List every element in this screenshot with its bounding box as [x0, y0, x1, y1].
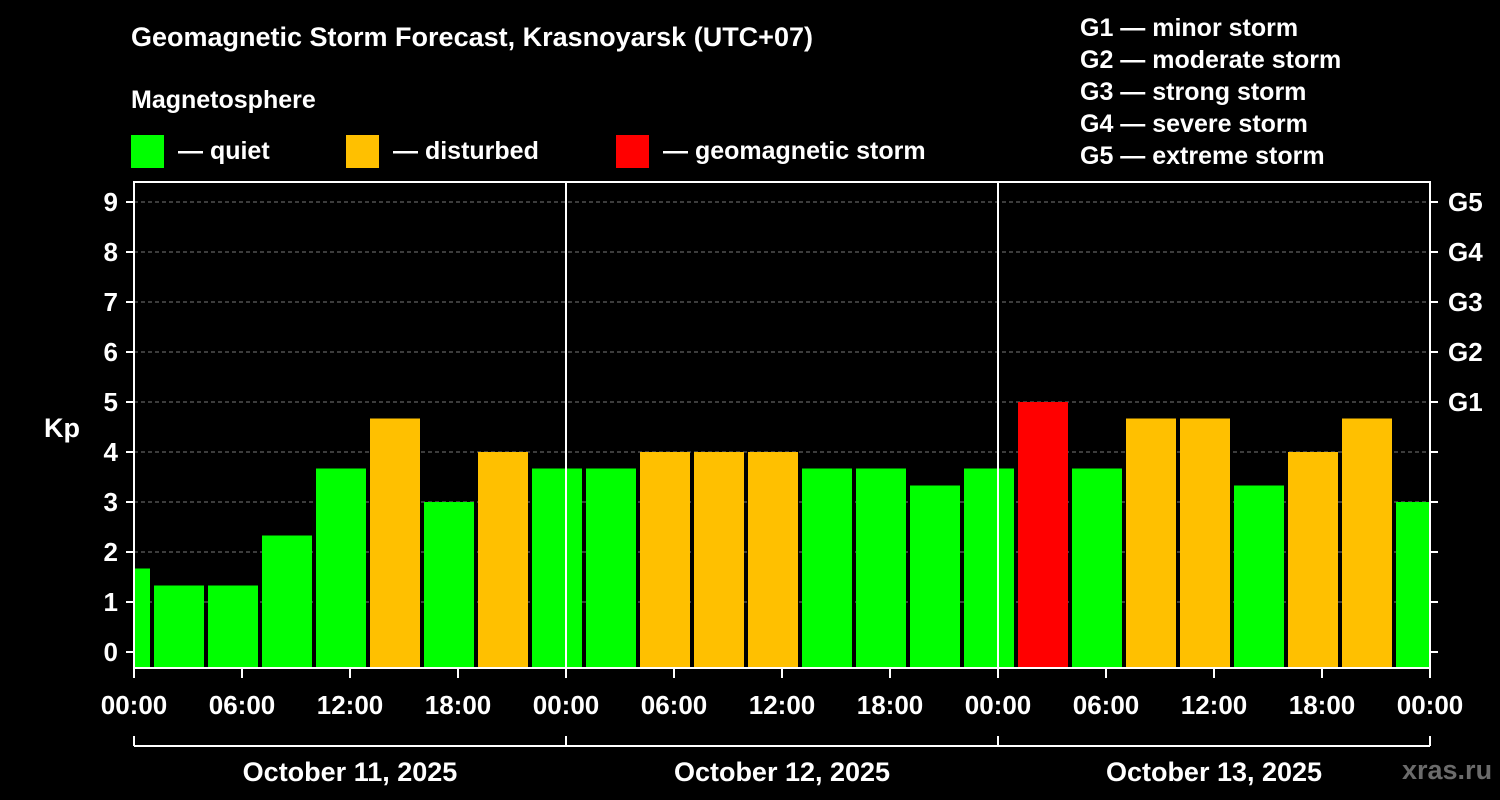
day-label: October 11, 2025 — [243, 757, 458, 787]
storm-scale-g3: G3 — strong storm — [1080, 78, 1307, 106]
kp-bar — [694, 452, 744, 668]
kp-bar — [1396, 502, 1429, 668]
y-tick-label: 2 — [104, 537, 118, 567]
legend-swatch-storm — [616, 134, 649, 168]
kp-bar — [1342, 418, 1392, 668]
kp-bar — [1180, 418, 1230, 668]
bars-layer — [135, 402, 1429, 668]
storm-scale-g2: G2 — moderate storm — [1080, 46, 1342, 74]
y-tick-label: 8 — [104, 237, 118, 267]
x-tick-label: 00:00 — [533, 690, 600, 720]
kp-bar — [1234, 485, 1284, 668]
x-tick-label: 12:00 — [317, 690, 384, 720]
day-label: October 13, 2025 — [1106, 757, 1322, 787]
x-tick-label: 06:00 — [209, 690, 276, 720]
kp-bar — [1288, 452, 1338, 668]
kp-bar — [424, 502, 474, 668]
chart-title: Geomagnetic Storm Forecast, Krasnoyarsk … — [131, 22, 813, 52]
g-scale-label: G4 — [1448, 237, 1483, 267]
day-label: October 12, 2025 — [674, 757, 890, 787]
kp-bar — [640, 452, 690, 668]
storm-scale-g1: G1 — minor storm — [1080, 14, 1299, 42]
kp-bar — [370, 418, 420, 668]
y-tick-label: 5 — [104, 387, 118, 417]
storm-scale-legend: G1 — minor storm G2 — moderate storm G3 … — [1080, 12, 1341, 172]
x-tick-label: 12:00 — [1181, 690, 1248, 720]
y-tick-label: 4 — [104, 437, 119, 467]
legend-label-storm: — geomagnetic storm — [663, 136, 926, 165]
storm-scale-g5: G5 — extreme storm — [1080, 142, 1325, 170]
kp-bar — [1072, 468, 1122, 668]
storm-scale-g4: G4 — severe storm — [1080, 110, 1308, 138]
y-tick-label: 6 — [104, 337, 118, 367]
x-tick-label: 00:00 — [101, 690, 168, 720]
g-scale-label: G3 — [1448, 287, 1483, 317]
y-tick-label: 0 — [104, 637, 118, 667]
kp-bar — [1126, 418, 1176, 668]
kp-bar — [478, 452, 528, 668]
kp-bar — [964, 468, 1014, 668]
legend-swatch-quiet — [131, 134, 164, 168]
g-scale-label: G5 — [1448, 187, 1483, 217]
kp-bar — [586, 468, 636, 668]
x-tick-label: 00:00 — [965, 690, 1032, 720]
kp-bar — [910, 485, 960, 668]
legend-item-storm: — geomagnetic storm — [616, 134, 926, 168]
x-tick-label: 18:00 — [857, 690, 924, 720]
labels-layer: 0 1 2 3 4 5 6 7 8 9 G1 G2 G3 G4 G5 00:00 06:00 12:00 18:00… — [101, 187, 1483, 787]
y-axis-label: Kp — [44, 413, 80, 443]
kp-bar — [1018, 402, 1068, 668]
x-tick-label: 12:00 — [749, 690, 816, 720]
watermark: xras.ru — [1402, 755, 1493, 785]
x-tick-label: 18:00 — [1289, 690, 1356, 720]
g-scale-label: G2 — [1448, 337, 1483, 367]
kp-bar — [135, 568, 150, 668]
y-tick-label: 9 — [104, 187, 118, 217]
legend-subtitle: Magnetosphere — [131, 86, 316, 114]
kp-bar — [802, 468, 852, 668]
kp-bar — [154, 585, 204, 668]
legend-label-disturbed: — disturbed — [393, 136, 539, 165]
x-tick-label: 18:00 — [425, 690, 492, 720]
kp-bar — [208, 585, 258, 668]
x-tick-label: 00:00 — [1397, 690, 1464, 720]
kp-bar — [856, 468, 906, 668]
x-tick-label: 06:00 — [1073, 690, 1140, 720]
kp-bar — [316, 468, 366, 668]
y-tick-label: 1 — [104, 587, 118, 617]
y-tick-label: 7 — [104, 287, 118, 317]
kp-bar — [748, 452, 798, 668]
legend-item-disturbed: — disturbed — [346, 134, 539, 168]
y-tick-label: 3 — [104, 487, 118, 517]
kp-bar — [532, 468, 582, 668]
legend-label-quiet: — quiet — [178, 136, 270, 165]
legend-swatch-disturbed — [346, 134, 379, 168]
g-scale-label: G1 — [1448, 387, 1483, 417]
kp-bar — [262, 535, 312, 668]
axes-layer — [126, 181, 1438, 747]
x-tick-label: 06:00 — [641, 690, 708, 720]
legend-item-quiet: — quiet — [131, 134, 270, 168]
